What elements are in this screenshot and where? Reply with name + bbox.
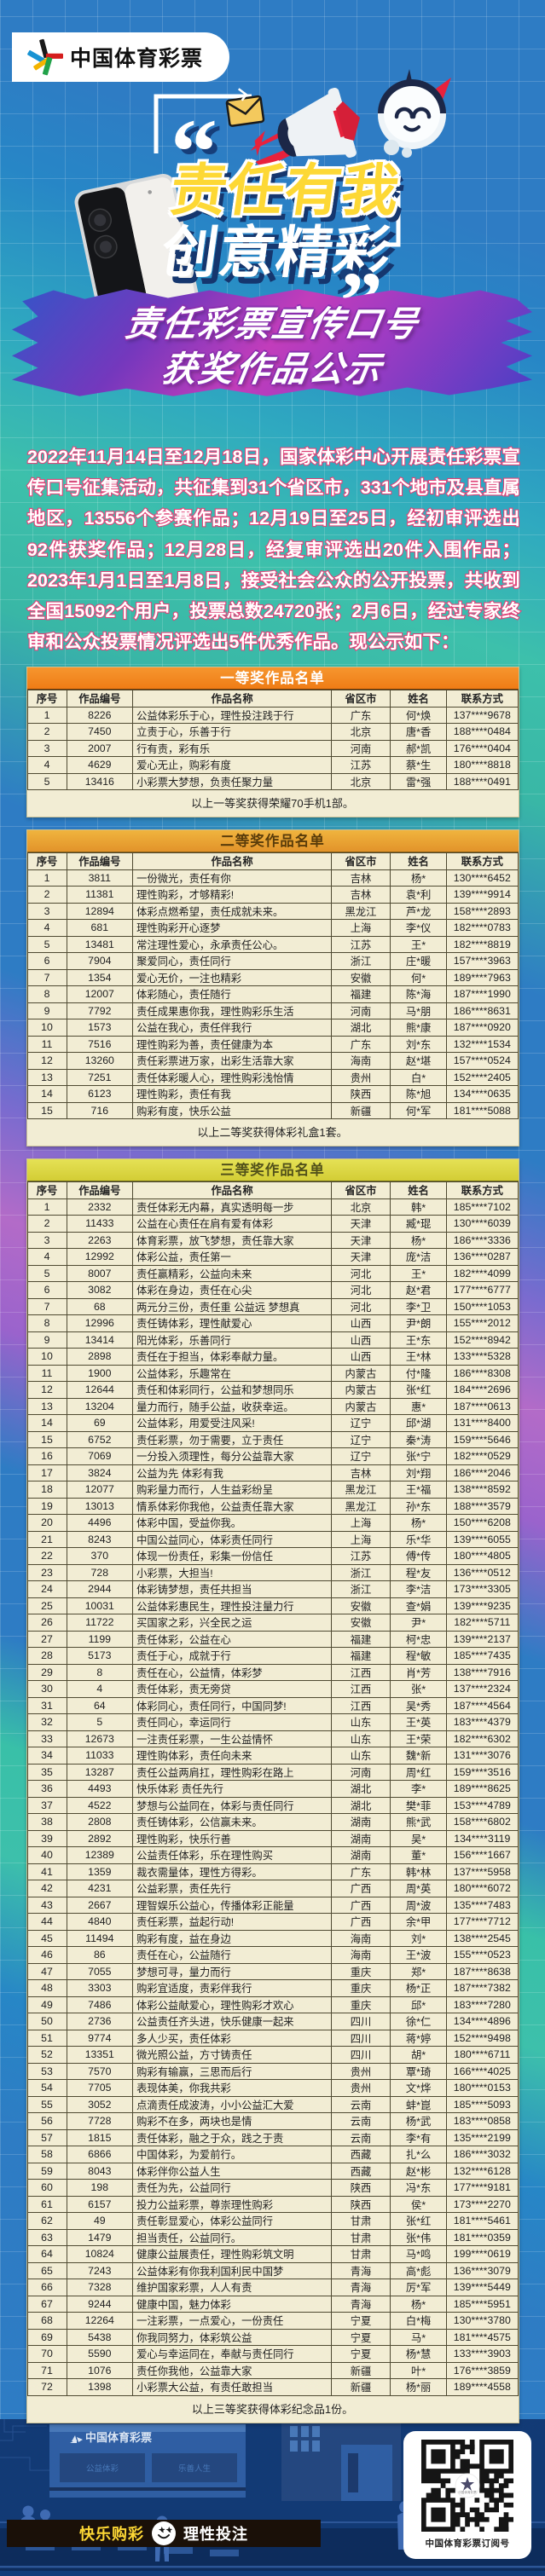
svg-text:乐善人生: 乐善人生 — [178, 2463, 212, 2474]
svg-text:中国体育彩票: 中国体育彩票 — [458, 2490, 477, 2494]
svg-text:公益体彩: 公益体彩 — [86, 2463, 119, 2474]
